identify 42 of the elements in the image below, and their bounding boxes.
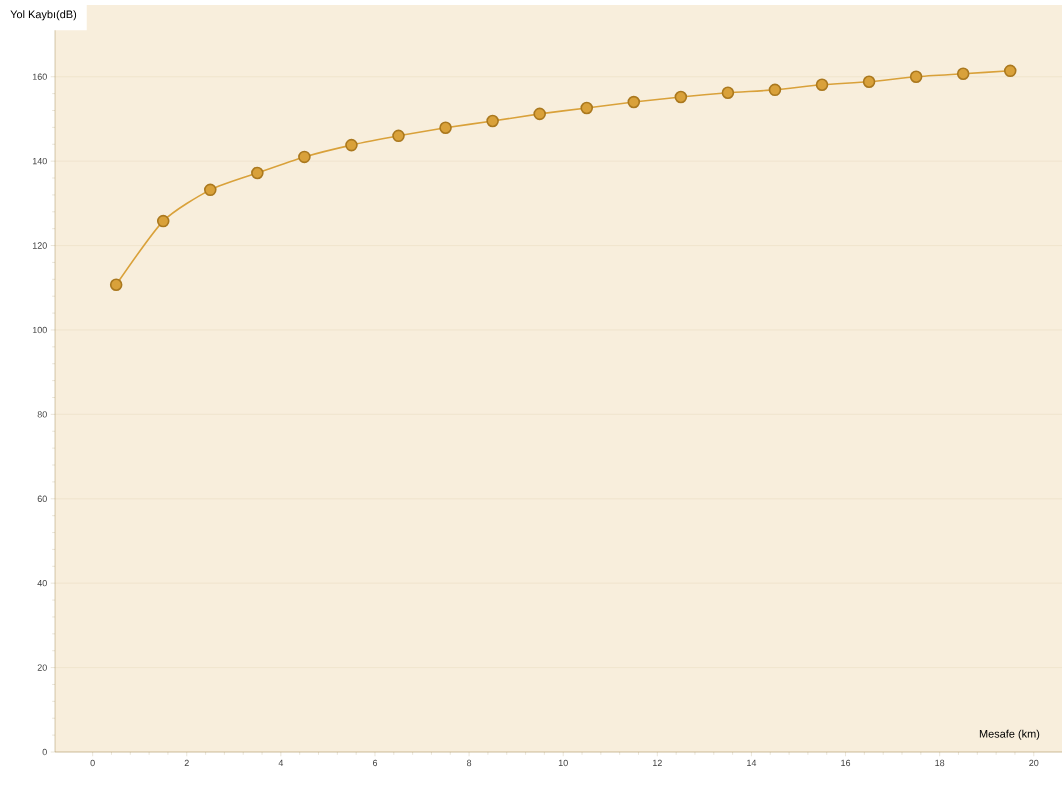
point — [109, 278, 123, 292]
y-tick-label: 140 — [32, 157, 47, 165]
y-tick-label: 100 — [32, 326, 47, 334]
point — [674, 90, 688, 104]
point — [533, 107, 546, 121]
x-tick-label: 0 — [90, 759, 95, 767]
x-axis-title: Mesafe (km) — [979, 729, 1040, 740]
x-tick-label: 12 — [653, 759, 662, 767]
point — [815, 78, 829, 92]
point — [956, 67, 970, 81]
point — [768, 83, 782, 97]
x-tick-label: 20 — [1029, 759, 1039, 767]
point — [251, 166, 264, 180]
point — [156, 214, 170, 228]
point — [1003, 64, 1017, 78]
x-tick-label: 2 — [184, 759, 189, 767]
y-tick-label: 160 — [32, 73, 47, 80]
point — [298, 150, 311, 164]
x-tick-label: 14 — [747, 759, 757, 766]
x-tick-label: 10 — [558, 759, 568, 767]
y-tick-label: 60 — [37, 495, 47, 502]
y-tick-label: 120 — [32, 242, 47, 249]
x-tick-label: 4 — [278, 759, 284, 766]
point — [909, 70, 923, 84]
point — [439, 121, 452, 135]
point — [721, 86, 735, 100]
x-tick-label: 8 — [466, 759, 472, 767]
point — [486, 114, 499, 128]
point — [627, 95, 641, 109]
y-tick-label: 40 — [37, 580, 47, 587]
point — [580, 101, 594, 115]
point — [862, 75, 876, 89]
y-tick-label: 20 — [37, 664, 47, 671]
point — [345, 138, 358, 152]
point — [204, 183, 217, 197]
y-tick-label: 0 — [42, 748, 47, 756]
x-tick-label: 16 — [841, 759, 851, 767]
y-tick-label: 80 — [37, 411, 47, 418]
x-tick-label: 6 — [372, 759, 378, 767]
x-tick-label: 18 — [935, 759, 945, 767]
y-axis-title: Yol Kaybı(dB) — [10, 10, 77, 21]
point — [392, 129, 405, 143]
